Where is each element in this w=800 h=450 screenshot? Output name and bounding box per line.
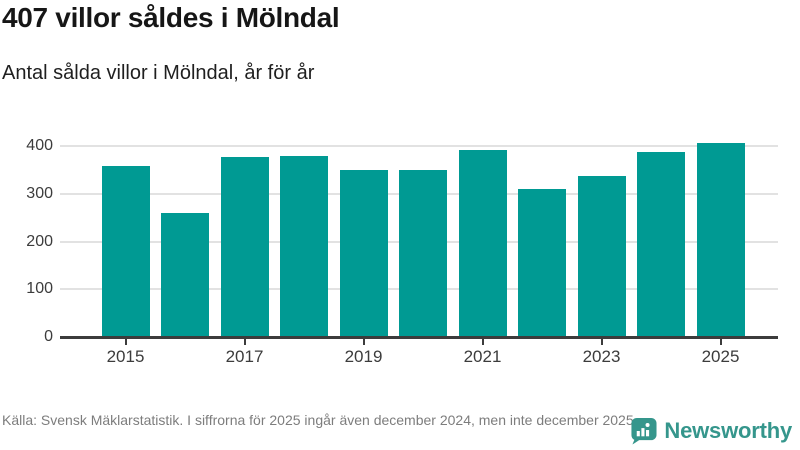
page-title: 407 villor såldes i Mölndal: [2, 2, 340, 33]
x-tick-2025: [719, 338, 722, 345]
y-axis-label-200: 200: [26, 232, 53, 250]
y-axis-label-0: 0: [44, 328, 53, 345]
bar-2019: [339, 169, 388, 337]
bar-2022: [518, 188, 566, 337]
x-tick-2021: [481, 338, 484, 345]
bar-2017: [220, 156, 269, 337]
newsworthy-wordmark: Newsworthy: [664, 418, 792, 443]
x-axis-label-2021: 2021: [463, 347, 502, 366]
x-axis-label-2019: 2019: [344, 347, 383, 366]
bar-chart-speech-bubble-icon: [630, 417, 657, 445]
bar-2025: [696, 142, 745, 337]
x-tick-2015: [124, 338, 127, 345]
x-axis-label-2015: 2015: [106, 347, 145, 366]
x-axis-label-2023: 2023: [582, 347, 621, 366]
x-axis-label-2017: 2017: [225, 347, 264, 366]
x-axis-line: [60, 336, 778, 339]
x-tick-2017: [243, 338, 246, 345]
source-note: Källa: Svensk Mäklarstatistik. I siffror…: [2, 412, 638, 428]
bar-2021: [458, 150, 507, 337]
bar-2020: [399, 169, 447, 337]
y-axis-label-300: 300: [26, 184, 53, 202]
bar-2018: [280, 156, 328, 337]
page-subtitle: Antal sålda villor i Mölndal, år för år: [2, 62, 315, 84]
y-axis-label-400: 400: [26, 137, 53, 154]
newsworthy-logo: Newsworthy: [630, 417, 792, 445]
bar-2023: [577, 176, 626, 337]
gridline-400: [60, 145, 778, 147]
bar-2016: [161, 212, 209, 337]
bar-2024: [637, 151, 685, 337]
x-tick-2023: [600, 338, 603, 345]
x-tick-2019: [362, 338, 365, 345]
x-axis-label-2025: 2025: [701, 347, 740, 366]
y-axis-label-100: 100: [26, 280, 53, 298]
bar-2015: [101, 166, 150, 337]
